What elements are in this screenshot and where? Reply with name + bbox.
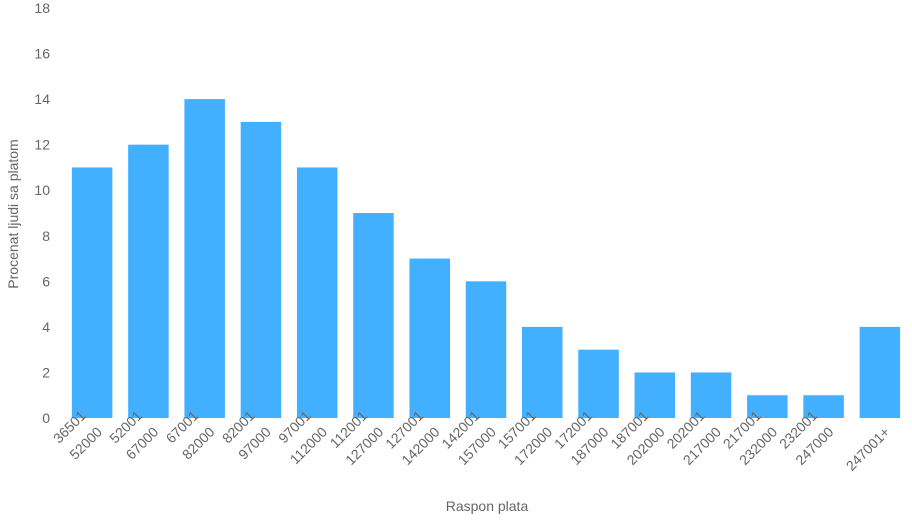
y-tick-label: 2 — [42, 364, 50, 380]
bar — [353, 213, 394, 418]
bar — [184, 99, 225, 418]
bar — [71, 167, 113, 418]
bar — [465, 281, 507, 418]
y-tick-label: 8 — [42, 228, 50, 244]
bar — [803, 395, 844, 418]
y-tick-label: 18 — [34, 0, 50, 16]
y-tick-label: 12 — [34, 137, 50, 153]
y-tick-label: 6 — [42, 273, 50, 289]
y-tick-label: 16 — [34, 46, 50, 62]
y-axis-ticks: 0 2 4 6 8 10 12 14 16 18 — [34, 0, 50, 426]
bar — [240, 121, 282, 418]
y-tick-label: 4 — [42, 319, 50, 335]
bars — [71, 99, 901, 418]
bar — [409, 258, 450, 418]
bar — [522, 326, 563, 418]
y-tick-label: 14 — [34, 91, 50, 107]
x-tick-label: 247001+ — [843, 424, 893, 474]
y-tick-label: 10 — [34, 182, 50, 198]
x-tick-label-line: 247001+ — [843, 424, 893, 474]
y-tick-label: 0 — [42, 410, 50, 426]
bar — [578, 349, 619, 418]
x-axis-title: Raspon plata — [446, 498, 529, 514]
bar — [859, 326, 901, 418]
y-axis-title: Procenat ljudi sa platom — [5, 139, 21, 288]
bar — [128, 144, 169, 418]
bar — [747, 395, 788, 418]
bar — [296, 167, 338, 418]
bar — [690, 372, 732, 418]
bar — [634, 372, 676, 418]
